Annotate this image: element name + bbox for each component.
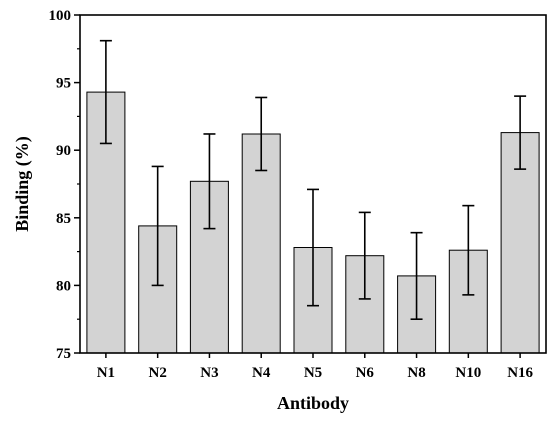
- error-bar-n3: [203, 133, 216, 230]
- y-axis-title: Binding (%): [12, 136, 33, 232]
- x-tick-label: N2: [148, 365, 166, 381]
- error-bar-n10: [462, 204, 475, 296]
- x-tick-label: N4: [252, 365, 271, 381]
- x-tick-label: N3: [200, 365, 218, 381]
- error-bar-n6: [358, 211, 371, 300]
- error-bars-layer: [99, 39, 527, 321]
- x-tick-label: N1: [97, 365, 115, 381]
- axes-layer: N1 N2 N3 N4 N5 N6 N8 N10 N16 75 80 85 90 95 100: [49, 8, 547, 381]
- error-bar-n8: [410, 231, 423, 321]
- error-bar-n5: [307, 188, 319, 307]
- error-bar-n16: [514, 95, 527, 170]
- y-tick-label: 100: [49, 8, 72, 24]
- y-tick-label: 90: [56, 143, 71, 159]
- y-tick-label: 85: [56, 211, 71, 227]
- x-tick-label: N6: [356, 365, 375, 381]
- y-tick-label: 80: [56, 278, 71, 294]
- x-axis-title: Antibody: [277, 393, 349, 413]
- x-tick-label: N16: [507, 365, 533, 381]
- y-tick-label: 75: [56, 346, 71, 362]
- error-bar-n4: [255, 96, 268, 172]
- x-tick-label: N10: [455, 365, 481, 381]
- x-tick-label: N8: [407, 365, 425, 381]
- x-tick-label: N5: [304, 365, 322, 381]
- error-bar-n2: [151, 165, 164, 287]
- error-bar-n1: [99, 39, 112, 145]
- y-tick-label: 95: [56, 76, 71, 92]
